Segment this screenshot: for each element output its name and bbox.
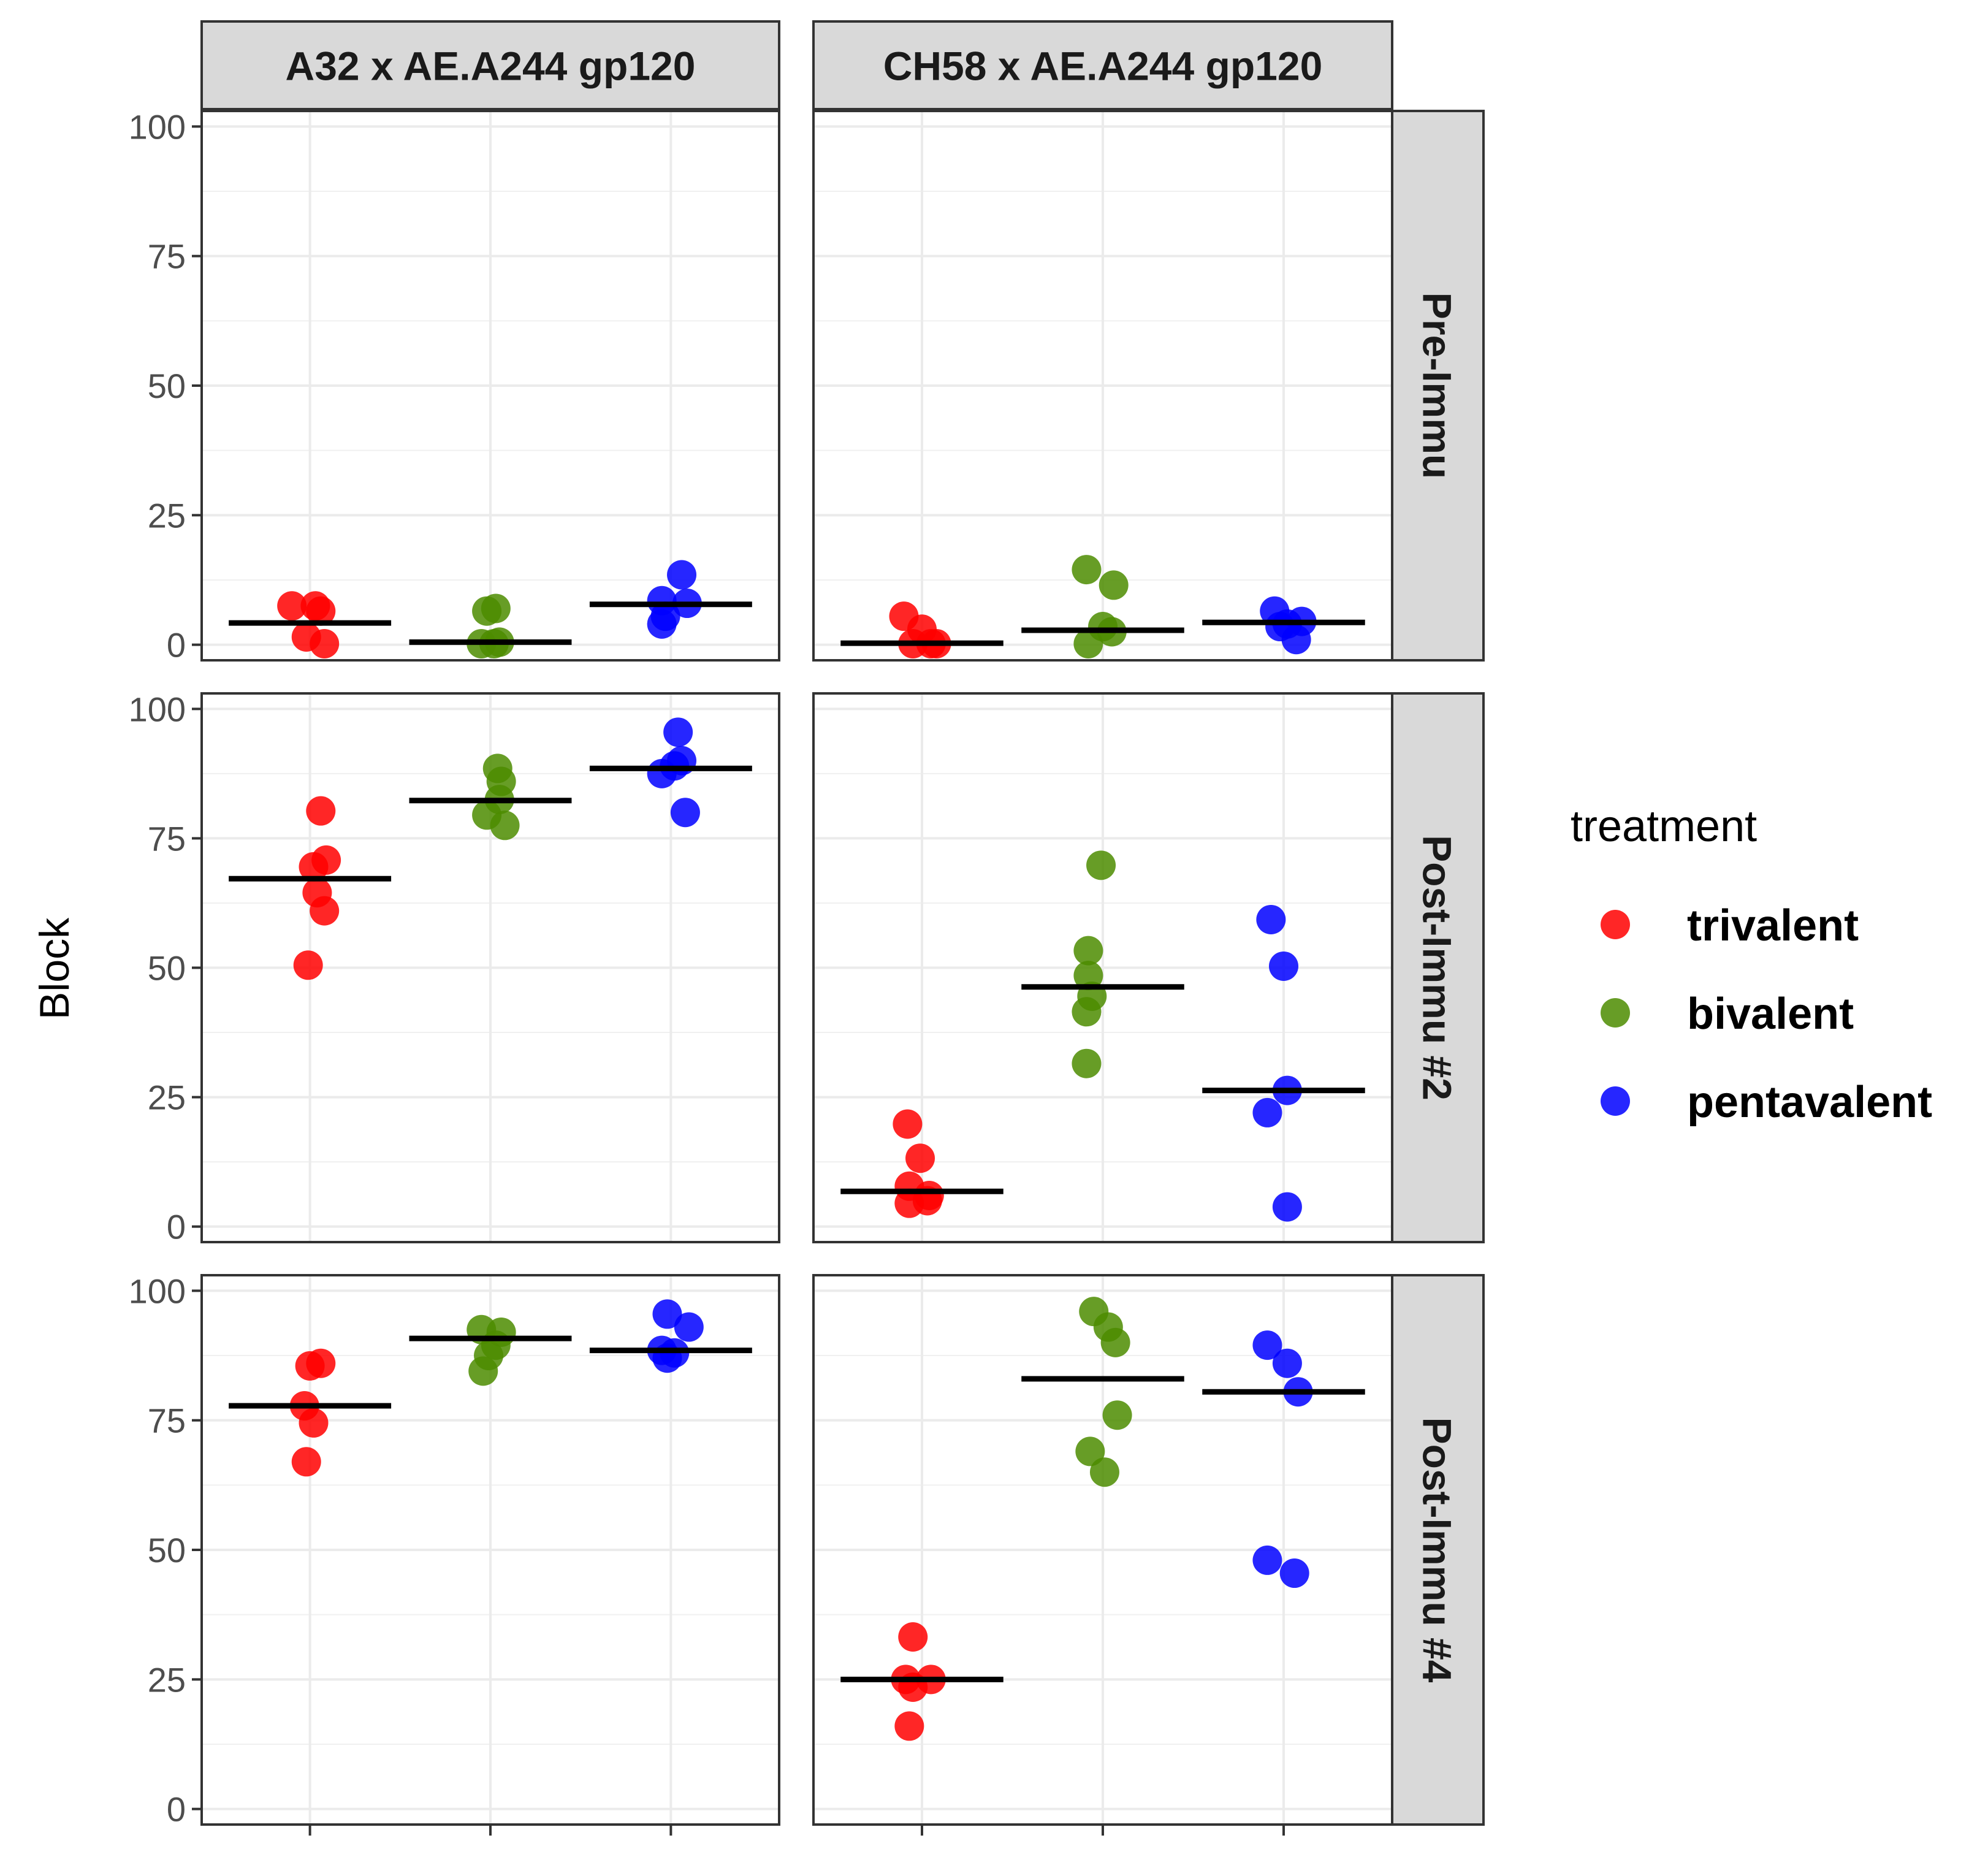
data-point-trivalent	[310, 896, 340, 926]
data-point-bivalent	[1086, 850, 1116, 880]
y-tick-label: 100	[129, 690, 186, 728]
data-point-trivalent	[306, 796, 336, 826]
y-tick-label: 100	[129, 1272, 186, 1310]
legend-key-bivalent	[1601, 998, 1630, 1028]
column-strip	[812, 20, 1393, 110]
data-point-pentavalent	[1279, 1558, 1309, 1588]
data-point-trivalent	[894, 1711, 924, 1741]
legend-items: trivalent bivalent pentavalent	[1601, 901, 1932, 1127]
data-point-bivalent	[468, 1356, 498, 1386]
data-point-trivalent	[299, 852, 329, 882]
data-point-bivalent	[1102, 1400, 1132, 1430]
y-tick-label: 75	[148, 1402, 186, 1440]
data-point-trivalent	[295, 1351, 325, 1381]
data-point-trivalent	[310, 628, 340, 658]
row-strip	[1391, 1274, 1485, 1826]
data-point-bivalent	[1072, 997, 1102, 1027]
data-point-bivalent	[1072, 1048, 1102, 1078]
data-point-pentavalent	[674, 1312, 704, 1342]
panel	[812, 1274, 1393, 1826]
data-point-trivalent	[893, 1109, 923, 1139]
data-point-trivalent	[306, 596, 336, 626]
strips-layer: A32 x AE.A244 gp120 CH58 x AE.A244 gp120 P…	[200, 20, 1485, 1826]
y-tick-label: 25	[148, 496, 186, 535]
row-strip-label: Post-Immu #2	[1415, 835, 1460, 1100]
data-point-bivalent	[1072, 555, 1102, 585]
legend-key-trivalent	[1601, 910, 1630, 939]
data-point-trivalent	[293, 950, 323, 980]
row-strip	[1391, 692, 1485, 1243]
data-point-trivalent	[299, 1408, 329, 1438]
data-point-bivalent	[1089, 1457, 1119, 1487]
data-point-trivalent	[898, 1622, 928, 1652]
y-axis-label: Block	[31, 917, 78, 1020]
data-point-pentavalent	[1252, 1330, 1282, 1360]
data-point-bivalent	[1073, 936, 1103, 966]
panel	[200, 1274, 780, 1826]
y-tick-label: 0	[167, 1790, 186, 1829]
data-point-pentavalent	[670, 798, 700, 828]
data-point-bivalent	[481, 593, 511, 624]
data-point-trivalent	[914, 1181, 944, 1211]
data-point-pentavalent	[663, 717, 693, 747]
y-tick-label: 25	[148, 1660, 186, 1699]
data-point-bivalent	[1099, 570, 1129, 600]
row-strip-label: Post-Immu #4	[1415, 1417, 1460, 1683]
y-tick-label: 75	[148, 237, 186, 276]
row-strip-label: Pre-Immu	[1415, 292, 1460, 479]
data-point-trivalent	[291, 1447, 321, 1477]
data-point-pentavalent	[652, 1299, 682, 1329]
data-point-trivalent	[905, 1143, 935, 1173]
legend-title: treatment	[1571, 802, 1757, 851]
data-point-pentavalent	[1252, 1545, 1282, 1575]
panel	[812, 110, 1393, 662]
column-strip-label: CH58 x AE.A244 gp120	[883, 44, 1323, 89]
panel	[200, 692, 780, 1243]
legend-label-trivalent: trivalent	[1687, 901, 1859, 950]
data-point-bivalent	[490, 810, 520, 841]
y-tick-label: 100	[129, 107, 186, 146]
y-tick-label: 50	[148, 367, 186, 405]
y-tick-label: 50	[148, 949, 186, 988]
data-point-pentavalent	[647, 609, 677, 639]
data-point-bivalent	[1075, 1436, 1105, 1466]
data-point-trivalent	[277, 591, 307, 621]
data-point-pentavalent	[667, 560, 697, 590]
y-tick-label: 75	[148, 819, 186, 858]
data-point-pentavalent	[1272, 1192, 1302, 1222]
legend: treatment trivalent bivalent pentavalent	[1571, 802, 1932, 1127]
y-tick-label: 0	[167, 1208, 186, 1246]
row-strip	[1391, 110, 1485, 662]
y-tick-label: 25	[148, 1078, 186, 1117]
legend-label-bivalent: bivalent	[1687, 990, 1854, 1039]
axes-layer: 0 25 50 75 100 0 25 50 75 100 0 25 50 75 100	[129, 107, 1285, 1836]
data-point-bivalent	[1100, 1327, 1130, 1357]
column-strip	[200, 20, 780, 110]
panel	[200, 110, 780, 662]
data-point-pentavalent	[1256, 904, 1286, 934]
y-tick-label: 50	[148, 1531, 186, 1569]
column-strip-label: A32 x AE.A244 gp120	[286, 44, 696, 89]
legend-label-pentavalent: pentavalent	[1687, 1078, 1932, 1127]
data-point-pentavalent	[1272, 1348, 1302, 1378]
y-tick-label: 0	[167, 626, 186, 665]
data-point-pentavalent	[1252, 1097, 1282, 1127]
legend-key-pentavalent	[1601, 1086, 1630, 1116]
data-point-pentavalent	[1269, 951, 1298, 981]
panel	[812, 692, 1393, 1243]
panels-layer	[200, 110, 1393, 1826]
